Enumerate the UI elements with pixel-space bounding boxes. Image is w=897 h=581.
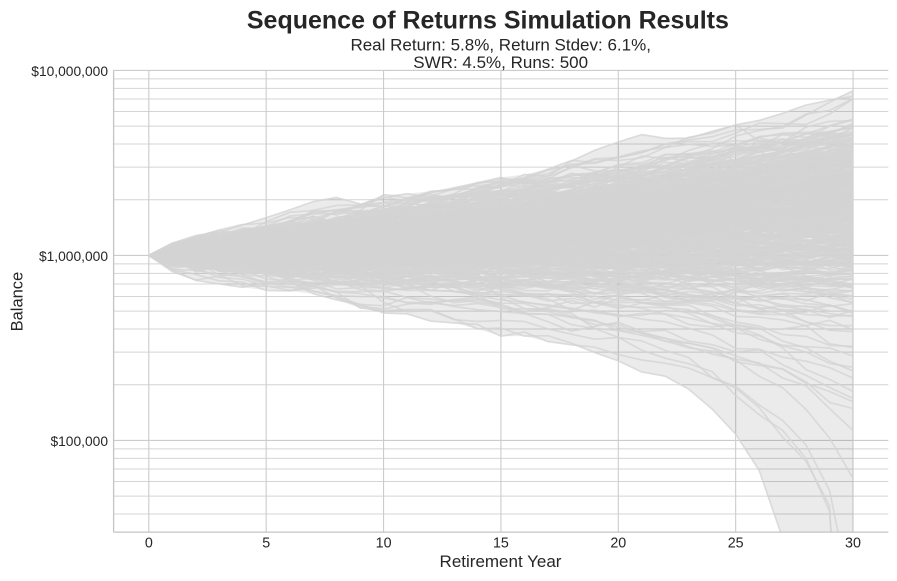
svg-text:15: 15 xyxy=(493,536,509,552)
svg-text:Real Return: 5.8%, Return Stde: Real Return: 5.8%, Return Stdev: 6.1%, xyxy=(350,36,651,55)
svg-text:Balance: Balance xyxy=(8,272,26,332)
svg-text:30: 30 xyxy=(845,536,861,552)
svg-text:25: 25 xyxy=(728,536,744,552)
svg-text:$10,000,000: $10,000,000 xyxy=(31,64,108,79)
svg-text:$100,000: $100,000 xyxy=(50,434,108,449)
svg-text:10: 10 xyxy=(376,536,392,552)
svg-text:SWR: 4.5%, Runs: 500: SWR: 4.5%, Runs: 500 xyxy=(413,53,588,72)
svg-text:Sequence of Returns Simulation: Sequence of Returns Simulation Results xyxy=(247,6,729,34)
svg-text:0: 0 xyxy=(145,536,153,552)
svg-text:Retirement Year: Retirement Year xyxy=(440,552,562,571)
svg-text:$1,000,000: $1,000,000 xyxy=(39,249,108,264)
svg-text:20: 20 xyxy=(610,536,626,552)
svg-text:5: 5 xyxy=(262,536,270,552)
